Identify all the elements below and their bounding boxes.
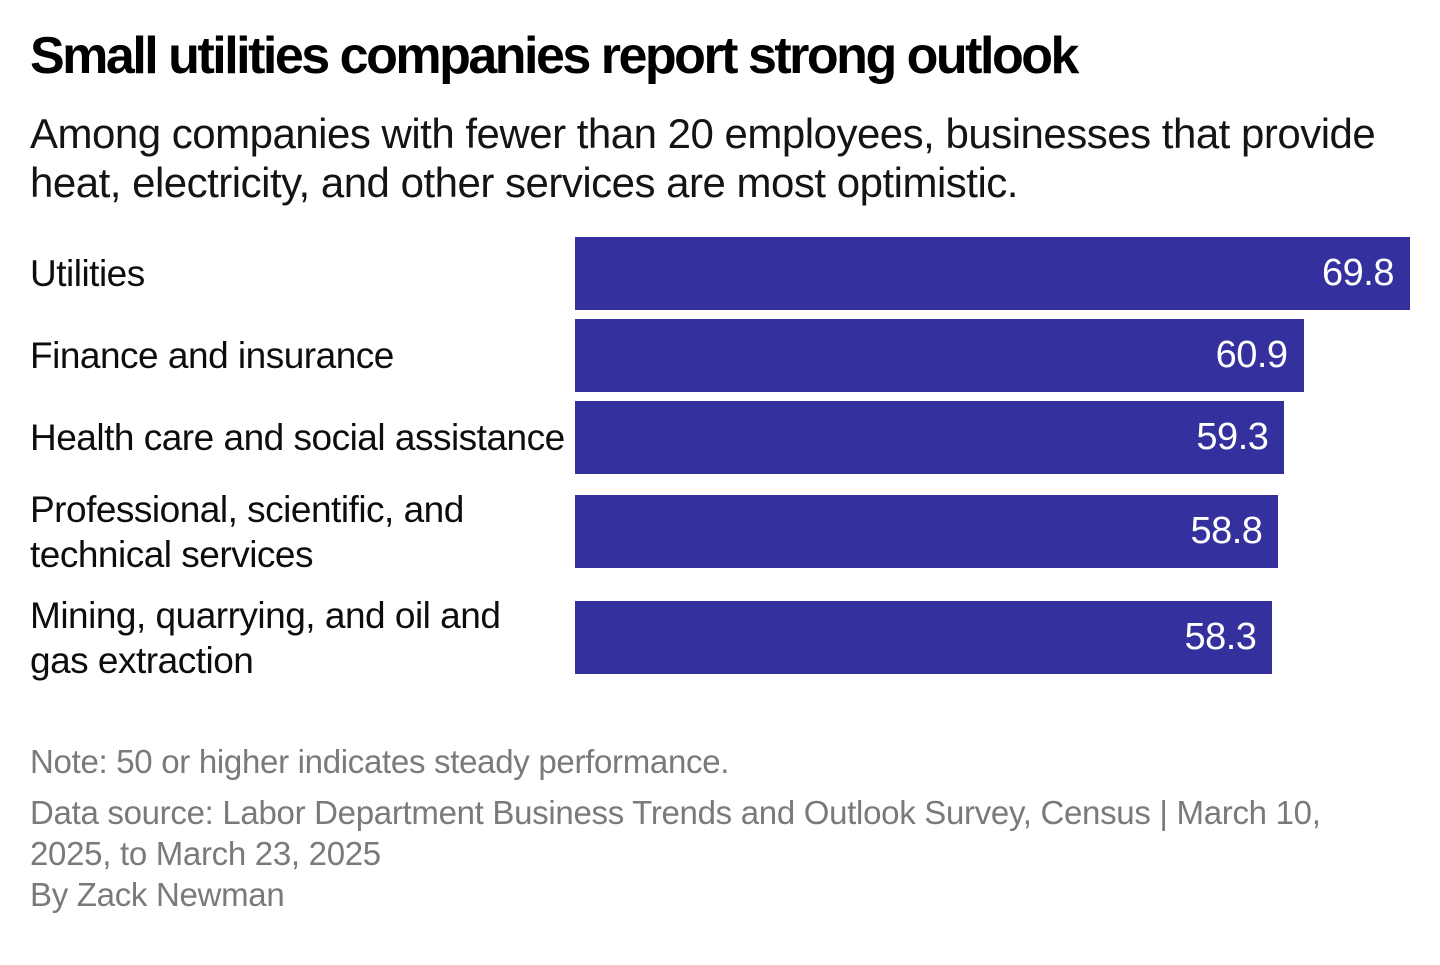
bar: 60.9 — [575, 319, 1304, 393]
category-label: Utilities — [30, 253, 145, 295]
bar-track: 58.3 — [575, 601, 1410, 675]
category-label: Professional, scientific, and technical … — [30, 488, 464, 575]
bar: 58.8 — [575, 495, 1279, 569]
bar-value-label: 58.3 — [1184, 616, 1257, 659]
chart-title: Small utilities companies report strong … — [30, 27, 1079, 85]
bar-row: Finance and insurance 60.9 — [30, 315, 1410, 397]
bar-track: 69.8 — [575, 237, 1410, 311]
bar: 59.3 — [575, 401, 1285, 475]
bar-value-label: 58.8 — [1190, 510, 1263, 553]
bar-value-label: 59.3 — [1196, 416, 1269, 459]
bar: 58.3 — [575, 601, 1273, 675]
bar-value-label: 69.8 — [1322, 252, 1394, 295]
bar-track: 60.9 — [575, 319, 1410, 393]
bar: 69.8 — [575, 237, 1410, 311]
footer-source: Data source: Labor Department Business T… — [30, 793, 1321, 872]
category-label: Mining, quarrying, and oil and gas extra… — [30, 594, 501, 681]
bar-row: Mining, quarrying, and oil and gas extra… — [30, 585, 1410, 691]
category-label: Health care and social assistance — [30, 417, 565, 459]
chart-subtitle: Among companies with fewer than 20 emplo… — [30, 109, 1376, 206]
bar-value-label: 60.9 — [1215, 334, 1288, 377]
bar-row: Utilities 69.8 — [30, 233, 1410, 315]
footer-byline: By Zack Newman — [30, 875, 285, 913]
footer-note: Note: 50 or higher indicates steady perf… — [30, 742, 730, 780]
footer-source-block: Data source: Labor Department Business T… — [30, 792, 1410, 915]
chart-footer: Note: 50 or higher indicates steady perf… — [30, 741, 1410, 915]
category-label: Finance and insurance — [30, 335, 394, 377]
bar-track: 58.8 — [575, 495, 1410, 569]
bar-chart: Utilities 69.8 Finance and insurance 60.… — [30, 233, 1410, 691]
bar-row: Health care and social assistance 59.3 — [30, 397, 1410, 479]
bar-row: Professional, scientific, and technical … — [30, 479, 1410, 585]
bar-track: 59.3 — [575, 401, 1410, 475]
